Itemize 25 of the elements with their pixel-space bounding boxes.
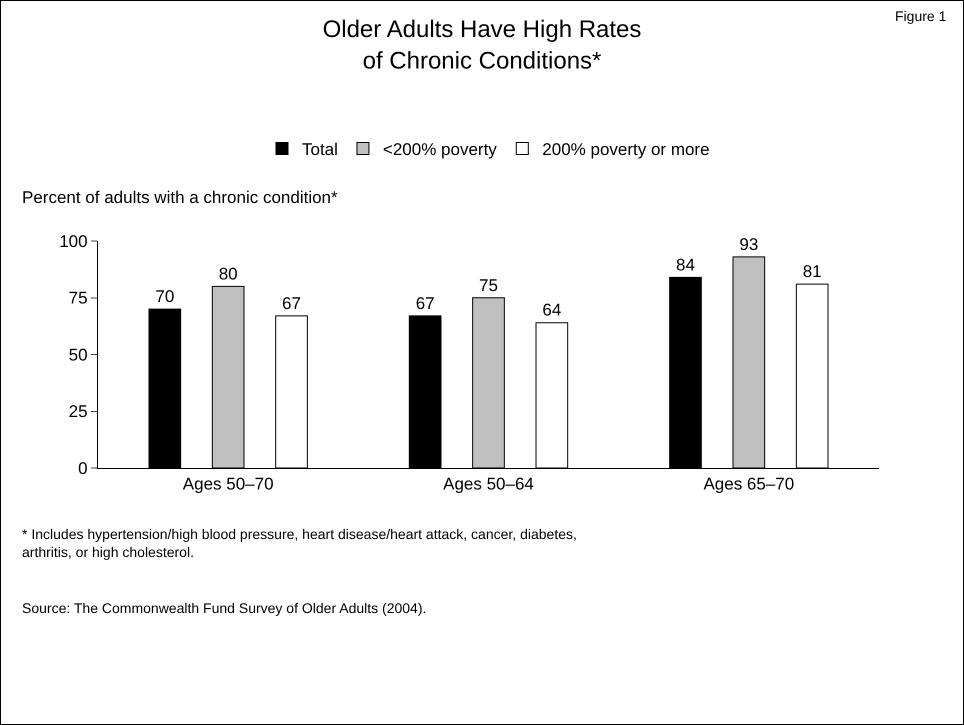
legend-label: <200% poverty: [382, 140, 498, 160]
y-tick-label: 100: [59, 232, 88, 251]
data-label: 75: [479, 276, 498, 295]
legend-label: 200% poverty or more: [542, 140, 710, 160]
data-label: 64: [542, 300, 562, 320]
y-tick-label: 75: [68, 288, 88, 308]
data-label: 93: [739, 234, 758, 254]
data-label: 81: [802, 262, 822, 282]
text: * Includes hypertension/high blood pressure, heart disease/heart attack, cancer, diabetes, arthritis, or high cholesterol.: [22, 526, 577, 560]
data-label: 80: [218, 264, 238, 284]
y-axis-title: Percent of adults with a chronic condition*: [22, 188, 338, 207]
legend-label: Total: [302, 140, 338, 160]
x-tick-label: Ages 50–70: [182, 474, 274, 494]
data-label: 70: [155, 287, 174, 306]
y-tick-label: 25: [68, 402, 88, 422]
source-note: Source: The Commonwealth Fund Survey of Older Adults (2004).: [22, 600, 426, 616]
y-tick-label: 50: [68, 345, 88, 364]
data-label: 84: [676, 255, 695, 274]
x-tick-label: Ages 50–64: [443, 474, 534, 494]
chart-title: Older Adults Have High Rates of Chronic Conditions*: [322, 16, 642, 74]
y-tick-label: 0: [78, 458, 88, 478]
data-label: 67: [416, 294, 435, 313]
x-tick-label: Ages 65–70: [703, 474, 794, 494]
caption: Figure 1: [895, 8, 947, 24]
data-label: 67: [282, 294, 301, 313]
